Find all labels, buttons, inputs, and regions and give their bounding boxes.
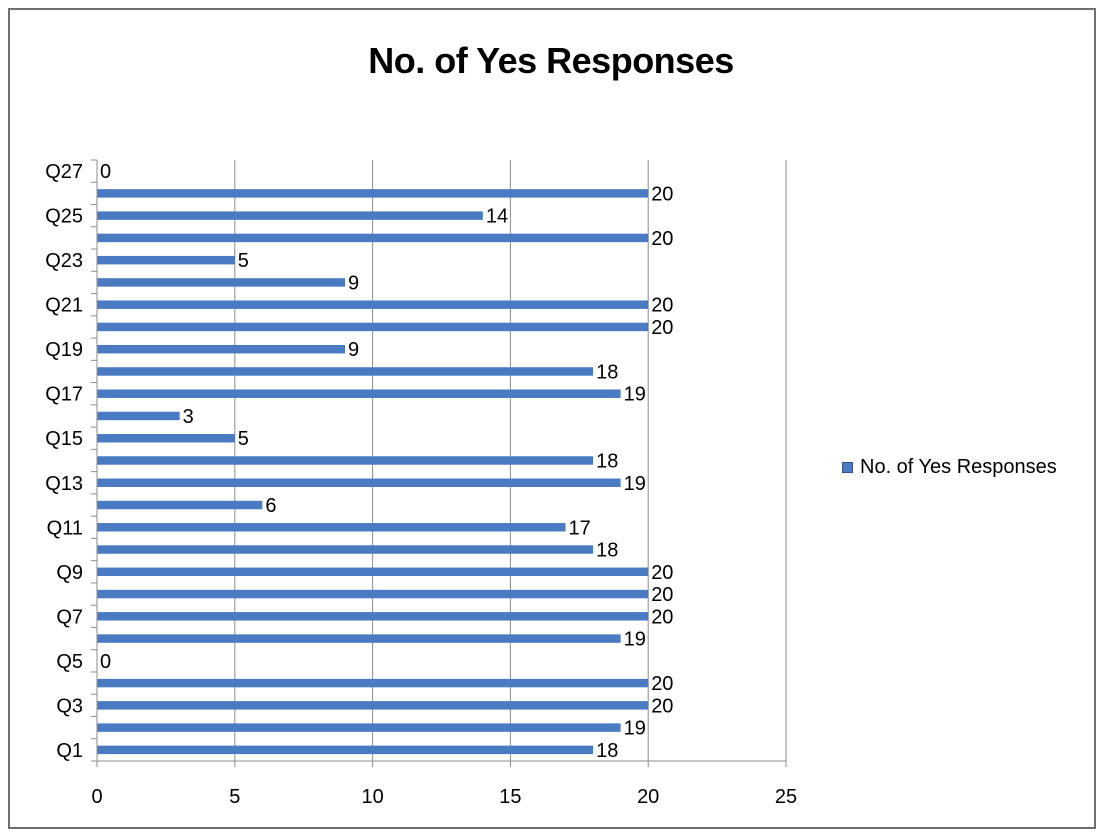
- bar: [97, 456, 594, 465]
- y-tick-label: Q7: [56, 606, 83, 628]
- bar: [97, 701, 649, 710]
- data-label: 3: [183, 406, 194, 428]
- bar: [97, 344, 346, 354]
- legend: No. of Yes Responses: [842, 456, 1057, 479]
- bar: [97, 523, 566, 532]
- y-tick-label: Q21: [45, 295, 83, 317]
- y-tick-label: Q25: [45, 206, 83, 228]
- data-label: 5: [238, 428, 249, 450]
- data-label: 14: [486, 206, 508, 228]
- y-tick-label: Q15: [45, 428, 83, 450]
- data-label: 20: [651, 695, 673, 717]
- data-label: 20: [651, 317, 673, 339]
- y-tick-label: Q9: [56, 562, 83, 584]
- bar: [97, 612, 649, 621]
- bar: [97, 278, 346, 287]
- bar: [97, 211, 483, 220]
- y-tick-label: Q11: [47, 517, 83, 539]
- x-tick-label: 25: [775, 786, 797, 808]
- bar: [97, 322, 649, 332]
- data-label: 18: [596, 540, 618, 562]
- bar: [97, 589, 649, 599]
- data-label: 19: [624, 718, 646, 740]
- bar: [97, 500, 263, 510]
- data-label: 20: [651, 183, 673, 205]
- legend-label: No. of Yes Responses: [860, 456, 1057, 478]
- y-tick-label: Q27: [45, 161, 83, 183]
- x-tick-label: 0: [91, 786, 102, 808]
- data-label: 18: [596, 361, 618, 383]
- y-tick-label: Q13: [45, 473, 83, 495]
- data-label: 19: [624, 629, 646, 651]
- data-label: 0: [100, 651, 111, 673]
- data-label: 20: [651, 673, 673, 695]
- bar: [97, 723, 621, 732]
- data-labels: 1819202001920202018176191853191892020952…: [100, 161, 673, 762]
- bar: [97, 545, 594, 554]
- x-tick-label: 20: [637, 786, 659, 808]
- data-label: 20: [651, 295, 673, 317]
- bar: [97, 567, 649, 577]
- bar: [97, 745, 594, 755]
- data-label: 20: [651, 584, 673, 606]
- legend-swatch: [842, 462, 853, 473]
- bar: [97, 678, 649, 688]
- data-label: 18: [596, 740, 618, 762]
- y-tick-label: Q19: [45, 339, 83, 361]
- data-label: 20: [651, 606, 673, 628]
- y-tick-label: Q5: [56, 651, 83, 673]
- bar: [97, 634, 621, 643]
- bar: [97, 389, 621, 398]
- data-label: 19: [624, 473, 646, 495]
- bar: [97, 367, 594, 376]
- data-label: 19: [624, 384, 646, 406]
- data-label: 9: [348, 339, 359, 361]
- axes: 0 5 10 15 20 25 Q1 Q3 Q5 Q7 Q9 Q11 Q13 Q15 Q17 Q19 Q21 Q2…: [45, 159, 797, 808]
- data-label: 17: [569, 517, 591, 539]
- data-label: 0: [100, 161, 111, 183]
- bar: [97, 300, 649, 309]
- bar: [97, 255, 235, 265]
- bar: [97, 411, 180, 421]
- x-tick-label: 5: [229, 786, 240, 808]
- y-tick-label: Q3: [56, 695, 83, 717]
- bar: [97, 233, 649, 243]
- chart-frame: [8, 8, 1096, 829]
- bar: [97, 478, 621, 487]
- data-label: 5: [238, 250, 249, 272]
- chart-title: No. of Yes Responses: [368, 40, 734, 81]
- data-label: 6: [265, 495, 276, 517]
- bar: [97, 434, 235, 443]
- bar: [97, 189, 649, 198]
- y-tick-label: Q1: [56, 740, 83, 762]
- data-label: 20: [651, 228, 673, 250]
- bars: [97, 189, 649, 755]
- data-label: 18: [596, 451, 618, 473]
- y-tick-label: Q17: [45, 384, 83, 406]
- y-tick-label: Q23: [45, 250, 83, 272]
- data-label: 9: [348, 272, 359, 294]
- x-tick-label: 15: [499, 786, 521, 808]
- data-label: 20: [651, 562, 673, 584]
- x-tick-label: 10: [361, 786, 383, 808]
